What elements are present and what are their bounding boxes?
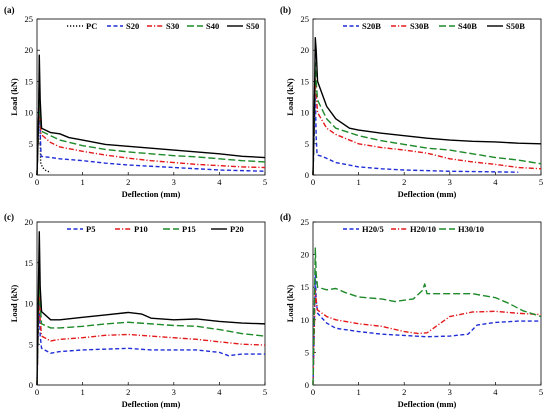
panel-b: 0 1 2 3 4 5 0 5 10 15 20 25 Deflection (mm) Load (kN)…	[280, 5, 543, 199]
series-line-p20	[36, 231, 266, 386]
legend: P5 P10 P15 P20	[67, 224, 244, 234]
x-tick-label: 4	[217, 387, 222, 397]
legend-label: P15	[182, 224, 196, 234]
series-line-s40b	[312, 61, 542, 176]
x-tick-label: 1	[80, 177, 84, 187]
y-tick-label: 25	[25, 14, 34, 24]
x-axis-label: Deflection (mm)	[398, 399, 457, 409]
series-line-p5	[36, 302, 265, 386]
y-tick-label: 5	[305, 139, 309, 149]
legend-label: S20B	[362, 21, 381, 31]
x-tick-label: 0	[311, 387, 315, 397]
x-tick-label: 3	[172, 177, 176, 187]
series-line-s30	[36, 78, 266, 176]
y-tick-label: 5	[29, 139, 33, 149]
y-tick-label: 20	[301, 250, 310, 260]
series-line-h20-10	[312, 289, 542, 386]
legend: PC S20 S30 S40 S50	[67, 21, 259, 31]
y-axis-label: Load (kN)	[285, 285, 295, 323]
legend: H20/5 H20/10 H30/10	[343, 224, 484, 234]
x-tick-label: 1	[356, 387, 360, 397]
y-tick-label: 10	[25, 299, 34, 309]
y-tick-label: 20	[301, 45, 310, 55]
y-tick-label: 15	[301, 282, 310, 292]
x-tick-label: 5	[263, 177, 267, 187]
x-tick-label: 0	[35, 177, 39, 187]
plot-frame	[36, 221, 266, 386]
x-tick-label: 5	[539, 387, 543, 397]
y-tick-label: 5	[305, 347, 309, 357]
y-tick-label: 20	[25, 217, 34, 227]
series-line-h30-10	[312, 247, 542, 386]
x-axis-label: Deflection (mm)	[122, 399, 181, 409]
panel-a: 0 1 2 3 4 5 0 5 10 15 20 25 Deflection (mm) Load (kN)…	[4, 5, 267, 199]
x-tick-label: 2	[402, 177, 406, 187]
legend-label: S20	[126, 21, 139, 31]
legend-label: S50	[246, 21, 259, 31]
series-line-s50	[36, 54, 266, 176]
plot-frame	[36, 18, 266, 176]
y-tick-label: 0	[29, 380, 33, 390]
x-axis-label: Deflection (mm)	[398, 189, 457, 199]
y-tick-label: 0	[305, 380, 309, 390]
plot-frame	[312, 18, 542, 176]
x-tick-label: 3	[448, 387, 452, 397]
legend-label: H30/10	[458, 224, 484, 234]
x-axis-label: Deflection (mm)	[122, 189, 181, 199]
series-line-p15	[36, 262, 266, 386]
x-tick-label: 0	[35, 387, 39, 397]
panel-label: (a)	[4, 5, 15, 15]
x-tick-label: 4	[493, 177, 498, 187]
legend-label: P5	[86, 224, 95, 234]
legend-label: S30B	[410, 21, 429, 31]
y-tick-label: 25	[301, 217, 310, 227]
y-tick-label: 10	[301, 108, 310, 118]
x-tick-label: 5	[263, 387, 267, 397]
x-tick-label: 2	[126, 177, 130, 187]
x-tick-label: 4	[493, 387, 498, 397]
panel-d: 0 1 2 3 4 5 0 5 10 15 20 25 Deflection (mm) Load (kN)…	[280, 212, 543, 409]
legend-label: H20/5	[362, 224, 384, 234]
y-tick-label: 10	[301, 315, 310, 325]
x-tick-label: 2	[402, 387, 406, 397]
x-tick-label: 1	[80, 387, 84, 397]
legend-label: PC	[86, 21, 97, 31]
plot-frame	[312, 221, 542, 386]
x-tick-label: 3	[172, 387, 176, 397]
legend-label: P10	[134, 224, 148, 234]
x-tick-label: 3	[448, 177, 452, 187]
legend-label: S30	[166, 21, 179, 31]
y-axis-label: Load (kN)	[285, 78, 295, 116]
panel-c: 0 1 2 3 4 5 0 5 10 15 20 Deflection (mm) Load (kN) (c…	[4, 212, 267, 409]
y-tick-label: 0	[305, 170, 309, 180]
y-axis-label: Load (kN)	[9, 285, 19, 323]
y-tick-label: 15	[25, 76, 34, 86]
x-tick-label: 2	[126, 387, 130, 397]
panel-label: (c)	[4, 212, 14, 222]
panel-label: (d)	[280, 212, 291, 222]
legend: S20B S30B S40B S50B	[343, 21, 525, 31]
x-tick-label: 5	[539, 177, 543, 187]
legend-label: S40B	[458, 21, 477, 31]
y-tick-label: 15	[301, 76, 310, 86]
x-tick-label: 1	[356, 177, 360, 187]
series-line-s20b	[312, 93, 519, 176]
series-line-s50b	[312, 37, 542, 176]
legend-label: S40	[206, 21, 219, 31]
x-tick-label: 4	[217, 177, 222, 187]
legend-label: H20/10	[410, 224, 436, 234]
panel-label: (b)	[280, 5, 291, 15]
y-tick-label: 15	[25, 258, 34, 268]
y-tick-label: 25	[301, 14, 310, 24]
y-tick-label: 20	[25, 45, 34, 55]
y-axis-label: Load (kN)	[9, 78, 19, 116]
y-tick-label: 5	[29, 339, 33, 349]
y-tick-label: 10	[25, 108, 34, 118]
y-tick-label: 0	[29, 170, 33, 180]
series-line-h20-5	[312, 270, 541, 386]
x-tick-label: 0	[311, 177, 315, 187]
legend-label: S50B	[506, 21, 525, 31]
legend-label: P20	[230, 224, 244, 234]
